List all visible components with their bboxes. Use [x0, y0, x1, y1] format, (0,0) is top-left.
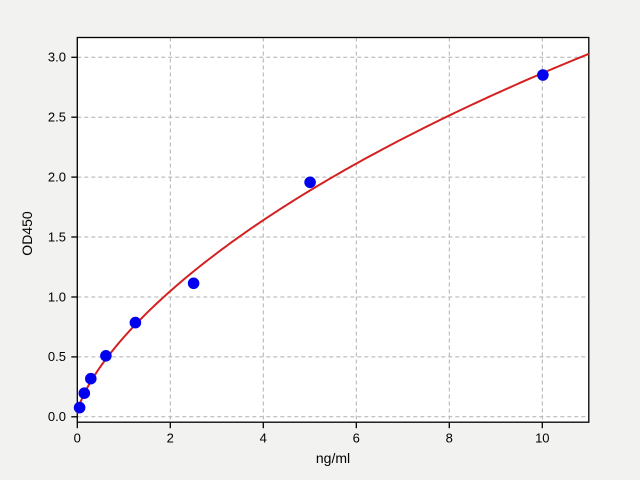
- svg-text:2.5: 2.5: [48, 110, 66, 125]
- svg-text:OD450: OD450: [19, 211, 35, 256]
- svg-text:10: 10: [535, 431, 549, 446]
- svg-text:6: 6: [353, 431, 360, 446]
- svg-text:2: 2: [167, 431, 174, 446]
- svg-text:4: 4: [260, 431, 267, 446]
- svg-text:3.0: 3.0: [48, 50, 66, 65]
- svg-text:2.0: 2.0: [48, 169, 66, 184]
- svg-text:0.5: 0.5: [48, 349, 66, 364]
- svg-text:1.5: 1.5: [48, 229, 66, 244]
- svg-text:0: 0: [74, 431, 81, 446]
- svg-text:1.0: 1.0: [48, 289, 66, 304]
- svg-text:0.0: 0.0: [48, 409, 66, 424]
- svg-text:ng/ml: ng/ml: [316, 450, 350, 466]
- svg-text:8: 8: [446, 431, 453, 446]
